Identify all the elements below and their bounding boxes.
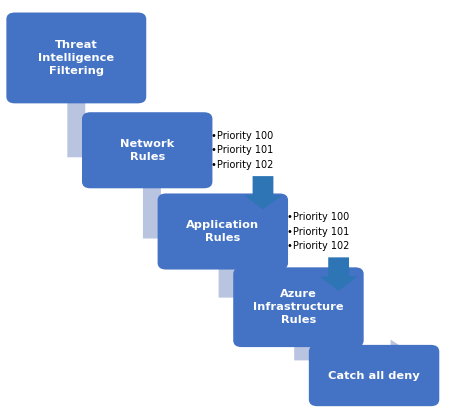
Text: Azure
Infrastructure
Rules: Azure Infrastructure Rules (253, 289, 344, 325)
Text: Threat
Intelligence
Filtering: Threat Intelligence Filtering (38, 40, 114, 76)
Polygon shape (294, 339, 412, 367)
FancyBboxPatch shape (6, 12, 146, 103)
Polygon shape (67, 98, 187, 164)
Text: Catch all deny: Catch all deny (328, 371, 420, 381)
Text: •Priority 100
•Priority 101
•Priority 102: •Priority 100 •Priority 101 •Priority 10… (211, 131, 273, 170)
FancyBboxPatch shape (233, 267, 364, 347)
Polygon shape (143, 183, 263, 245)
Text: •Priority 100
•Priority 101
•Priority 102: •Priority 100 •Priority 101 •Priority 10… (287, 212, 349, 251)
Text: Network
Rules: Network Rules (120, 139, 174, 162)
Polygon shape (244, 176, 282, 209)
Polygon shape (219, 265, 338, 305)
FancyBboxPatch shape (157, 193, 288, 269)
FancyBboxPatch shape (82, 112, 212, 188)
Text: Application
Rules: Application Rules (186, 220, 259, 243)
Polygon shape (319, 257, 357, 290)
FancyBboxPatch shape (309, 345, 439, 406)
